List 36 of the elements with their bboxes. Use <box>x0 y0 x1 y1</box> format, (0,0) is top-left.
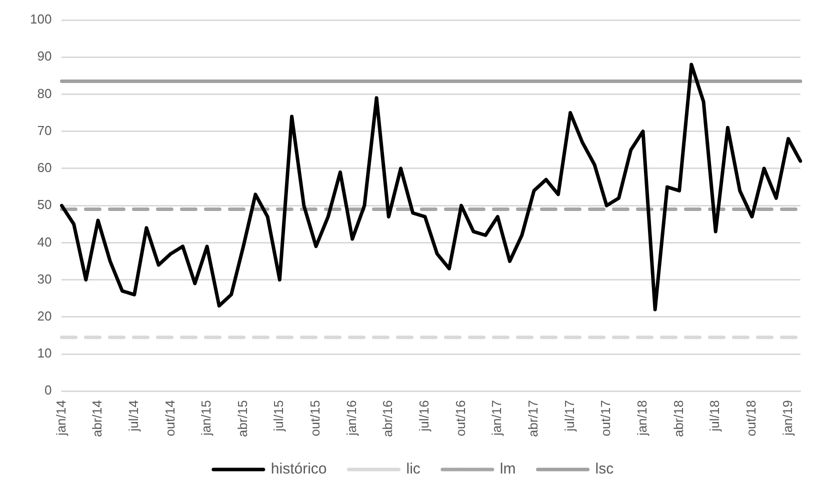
x-tick-label: jul/16 <box>416 400 432 432</box>
y-tick-label: 20 <box>37 308 52 324</box>
x-tick-label: jan/14 <box>53 400 68 437</box>
y-tick-label: 0 <box>44 382 52 398</box>
y-tick-label: 60 <box>37 160 52 176</box>
x-tick-label: jul/15 <box>271 400 286 432</box>
legend-label: lm <box>500 460 516 478</box>
y-tick-label: 10 <box>37 346 52 361</box>
x-tick-label: out/16 <box>452 400 468 436</box>
y-tick-label: 80 <box>37 86 52 101</box>
x-tick-label: jul/17 <box>562 400 577 432</box>
legend-label: lsc <box>595 460 614 478</box>
x-tick-label: out/17 <box>598 400 614 436</box>
x-tick-label: abr/16 <box>380 400 396 438</box>
x-tick-label: abr/18 <box>670 400 686 438</box>
x-tick-label: abr/17 <box>526 400 541 438</box>
y-tick-label: 30 <box>37 271 52 286</box>
y-tick-label: 70 <box>37 122 52 138</box>
x-tick-label: jan/17 <box>489 400 504 437</box>
x-tick-label: abr/14 <box>90 400 105 438</box>
x-tick-label: abr/15 <box>234 400 250 438</box>
x-tick-label: jul/14 <box>126 400 141 432</box>
y-tick-label: 40 <box>37 234 52 250</box>
x-tick-label: jan/15 <box>198 400 214 437</box>
x-tick-label: jan/16 <box>344 400 359 437</box>
y-tick-label: 90 <box>37 48 52 64</box>
x-tick-label: jan/19 <box>780 400 795 437</box>
x-tick-label: out/14 <box>162 400 178 436</box>
y-tick-label: 50 <box>37 197 52 212</box>
legend-label: histórico <box>270 460 327 478</box>
y-tick-label: 100 <box>30 12 52 27</box>
x-tick-label: out/15 <box>308 400 323 436</box>
x-tick-label: jan/18 <box>634 400 650 437</box>
x-tick-label: jul/18 <box>707 400 722 432</box>
x-tick-label: out/18 <box>744 400 759 436</box>
legend-label: lic <box>406 460 421 478</box>
